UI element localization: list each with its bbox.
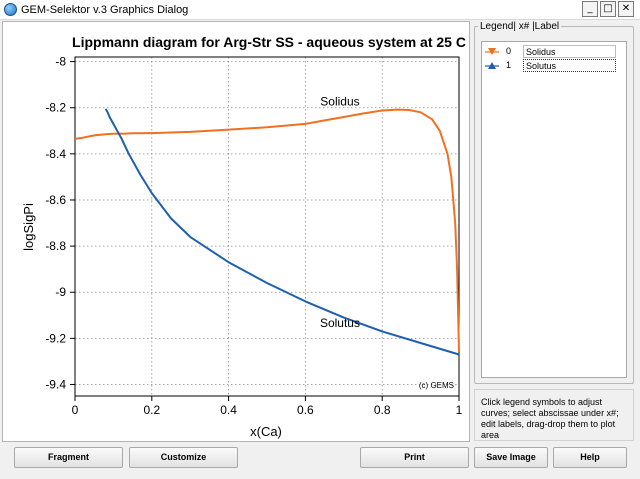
legend-row-solidus[interactable]: 0 Solidus — [482, 45, 626, 59]
series-line-solutus — [104, 108, 460, 356]
triangle-up-icon[interactable] — [485, 60, 499, 72]
close-button[interactable]: ✕ — [618, 1, 634, 17]
legend-index[interactable]: 1 — [506, 60, 512, 70]
window-title: GEM-Selektor v.3 Graphics Dialog — [21, 4, 189, 16]
series-layer — [74, 108, 460, 356]
legend-caption: Legend| x# |Label — [478, 21, 562, 32]
y-tick-label: -8 — [55, 55, 66, 69]
y-tick-label: -9.4 — [45, 377, 66, 391]
y-tick-label: -8.2 — [45, 101, 66, 115]
y-axis-label: logSigPi — [21, 203, 36, 251]
save-image-button[interactable]: Save Image — [474, 447, 548, 468]
x-axis-label: x(Ca) — [250, 424, 282, 439]
chart-title: Lippmann diagram for Arg-Str SS - aqueou… — [72, 34, 466, 50]
fragment-button[interactable]: Fragment — [14, 447, 123, 468]
app-logo-icon — [4, 3, 17, 16]
y-tick-label: -8.8 — [45, 239, 66, 253]
plot-area[interactable]: Lippmann diagram for Arg-Str SS - aqueou… — [2, 21, 470, 442]
x-tick-label: 0.2 — [143, 403, 160, 417]
hint-text: Click legend symbols to adjust curves; s… — [481, 397, 619, 440]
x-tick-label: 0.6 — [297, 403, 314, 417]
x-tick-label: 0 — [72, 403, 79, 417]
plot-frame-border — [74, 56, 460, 397]
minimize-button[interactable]: _ — [582, 1, 598, 17]
annotation-solutus: Solutus — [320, 316, 360, 330]
help-button[interactable]: Help — [553, 447, 627, 468]
chart-svg: Lippmann diagram for Arg-Str SS - aqueou… — [21, 34, 466, 439]
y-tick-label: -8.6 — [45, 193, 66, 207]
grid — [74, 57, 460, 396]
x-tick-label: 1 — [456, 403, 463, 417]
legend-label-field[interactable]: Solutus — [523, 59, 616, 72]
copyright-watermark: (c) GEMS — [419, 381, 454, 390]
triangle-down-icon[interactable] — [485, 46, 499, 58]
legend-label-field[interactable]: Solidus — [523, 45, 616, 58]
series-line-solidus — [74, 108, 460, 353]
legend-row-solutus[interactable]: 1 Solutus — [482, 59, 626, 73]
y-tick-label: -8.4 — [45, 147, 66, 161]
x-tick-label: 0.4 — [220, 403, 237, 417]
customize-button[interactable]: Customize — [129, 447, 238, 468]
window-title-bar: GEM-Selektor v.3 Graphics Dialog _ □ ✕ — [0, 0, 640, 20]
annotation-solidus: Solidus — [320, 94, 359, 108]
axes: 0 0.2 0.4 0.6 0.8 1 -8 -8.2 -8.4 -8.6 -8.8 -9 -9.2 -9… — [45, 55, 462, 417]
y-tick-label: -9.2 — [45, 331, 66, 345]
annotation-layer: Solidus Solutus — [320, 94, 360, 329]
x-tick-label: 0.8 — [374, 403, 391, 417]
maximize-button[interactable]: □ — [600, 1, 616, 17]
y-tick-label: -9 — [55, 285, 66, 299]
legend-list[interactable]: 0 Solidus 1 Solutus — [481, 41, 627, 378]
print-button[interactable]: Print — [360, 447, 469, 468]
hint-panel — [474, 389, 634, 441]
legend-index[interactable]: 0 — [506, 46, 512, 56]
